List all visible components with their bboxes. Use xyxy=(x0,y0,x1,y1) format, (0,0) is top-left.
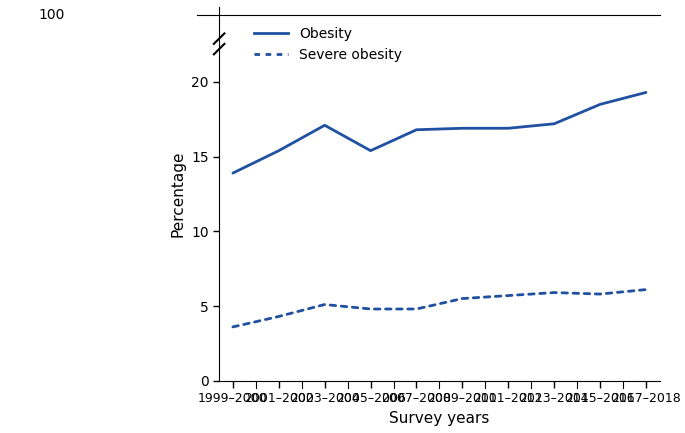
Legend: Obesity, Severe obesity: Obesity, Severe obesity xyxy=(248,22,408,68)
Text: 100: 100 xyxy=(38,8,65,22)
X-axis label: Survey years: Survey years xyxy=(389,411,490,426)
Y-axis label: Percentage: Percentage xyxy=(171,151,186,237)
